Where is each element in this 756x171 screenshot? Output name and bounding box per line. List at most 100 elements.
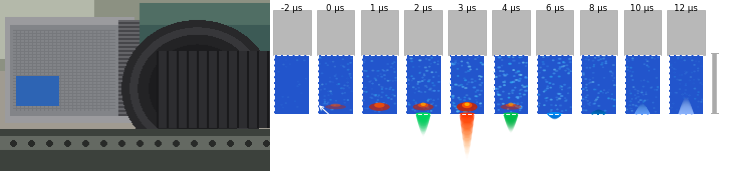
Circle shape (550, 111, 552, 112)
Ellipse shape (595, 110, 603, 111)
Ellipse shape (416, 114, 431, 117)
Ellipse shape (553, 119, 556, 120)
Circle shape (497, 104, 500, 105)
Circle shape (517, 71, 519, 72)
Circle shape (526, 86, 528, 87)
Ellipse shape (508, 128, 513, 129)
Ellipse shape (507, 124, 515, 126)
Ellipse shape (508, 129, 513, 130)
Ellipse shape (419, 125, 428, 127)
Ellipse shape (509, 130, 513, 131)
Ellipse shape (592, 112, 605, 114)
Circle shape (382, 87, 383, 88)
Ellipse shape (640, 105, 645, 106)
Ellipse shape (420, 130, 426, 131)
Ellipse shape (685, 97, 688, 98)
Ellipse shape (591, 112, 606, 114)
Circle shape (473, 87, 476, 88)
Circle shape (380, 86, 382, 87)
Ellipse shape (548, 114, 561, 116)
Ellipse shape (460, 121, 474, 123)
Ellipse shape (685, 96, 687, 97)
Circle shape (504, 75, 507, 76)
Circle shape (630, 108, 631, 109)
Text: 6 μs: 6 μs (546, 4, 564, 13)
Ellipse shape (506, 121, 516, 122)
Circle shape (413, 87, 414, 88)
Circle shape (585, 59, 587, 60)
Ellipse shape (461, 130, 472, 132)
Ellipse shape (550, 116, 559, 117)
Circle shape (283, 64, 284, 65)
Ellipse shape (460, 124, 473, 127)
Ellipse shape (592, 112, 606, 114)
Circle shape (516, 97, 519, 98)
Ellipse shape (462, 134, 472, 136)
Ellipse shape (678, 113, 694, 115)
Circle shape (538, 94, 539, 95)
Circle shape (517, 103, 519, 104)
Ellipse shape (682, 102, 690, 104)
Circle shape (463, 111, 466, 112)
Circle shape (513, 103, 515, 104)
Circle shape (593, 66, 594, 67)
Circle shape (540, 67, 541, 68)
Ellipse shape (593, 111, 603, 113)
Bar (625, 55, 659, 114)
Circle shape (626, 109, 627, 110)
Ellipse shape (460, 120, 474, 122)
Ellipse shape (421, 133, 426, 134)
Circle shape (422, 77, 423, 78)
Bar (538, 55, 572, 114)
Ellipse shape (547, 113, 562, 115)
Circle shape (559, 98, 561, 99)
Ellipse shape (374, 103, 385, 108)
Circle shape (503, 85, 505, 86)
Ellipse shape (507, 124, 516, 125)
Ellipse shape (681, 104, 691, 106)
Ellipse shape (552, 117, 558, 119)
Ellipse shape (551, 117, 559, 118)
Ellipse shape (416, 113, 431, 115)
Ellipse shape (418, 123, 429, 124)
Circle shape (390, 87, 392, 88)
Circle shape (685, 85, 686, 86)
Circle shape (331, 109, 333, 110)
Ellipse shape (547, 113, 562, 115)
Ellipse shape (591, 112, 606, 115)
Bar (712, 53, 716, 113)
Ellipse shape (683, 101, 690, 103)
Text: 4 μs: 4 μs (502, 4, 520, 13)
Ellipse shape (505, 119, 517, 121)
Circle shape (464, 97, 466, 98)
Circle shape (553, 73, 555, 74)
Ellipse shape (682, 102, 690, 103)
Circle shape (631, 67, 632, 68)
Ellipse shape (463, 140, 471, 141)
Ellipse shape (416, 114, 431, 116)
Ellipse shape (421, 132, 426, 133)
Text: 3 μs: 3 μs (458, 4, 476, 13)
Bar (361, 10, 398, 55)
Circle shape (479, 79, 480, 80)
Ellipse shape (682, 103, 690, 104)
Ellipse shape (639, 105, 646, 107)
Circle shape (652, 102, 654, 103)
Ellipse shape (680, 109, 692, 111)
Circle shape (513, 60, 515, 61)
Circle shape (502, 103, 504, 104)
Ellipse shape (505, 120, 516, 122)
Ellipse shape (550, 116, 559, 117)
Circle shape (342, 93, 343, 94)
Circle shape (569, 59, 571, 60)
Text: 15 mm: 15 mm (720, 78, 751, 87)
Ellipse shape (508, 127, 514, 128)
Circle shape (452, 95, 454, 96)
Ellipse shape (635, 112, 649, 114)
Circle shape (601, 64, 603, 65)
Ellipse shape (683, 101, 689, 102)
Circle shape (322, 84, 323, 85)
Ellipse shape (466, 158, 468, 159)
Circle shape (457, 111, 458, 112)
Circle shape (330, 81, 331, 82)
